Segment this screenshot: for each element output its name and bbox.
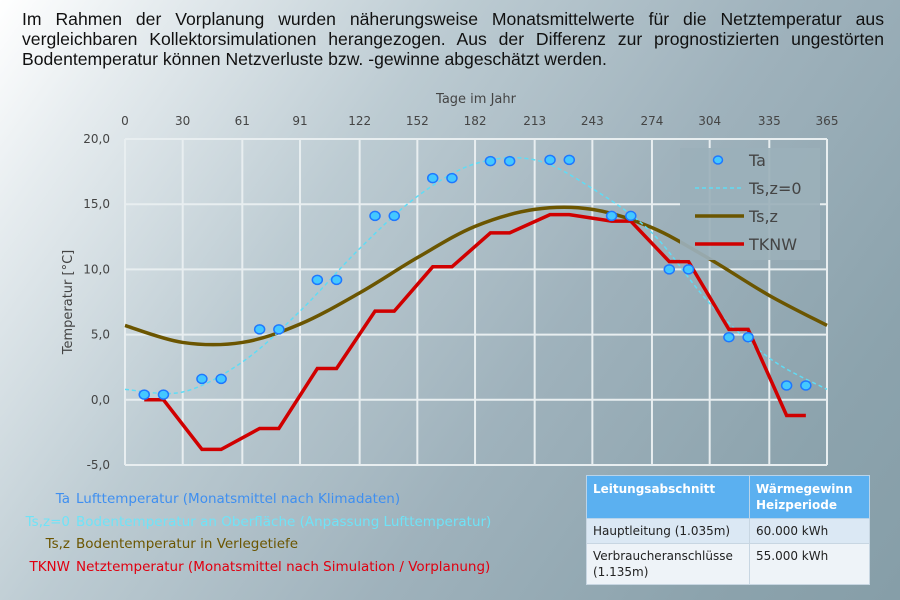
- explanation-key: Ta: [55, 491, 70, 507]
- table-row: Hauptleitung (1.035m) 60.000 kWh: [586, 518, 870, 544]
- legend-label: Ts,z=0: [748, 179, 802, 198]
- ta-data-point: [503, 155, 516, 167]
- x-tick-label: 91: [292, 114, 307, 128]
- series: [124, 154, 828, 452]
- ta-data-point: [369, 210, 381, 222]
- tknw-line: [144, 212, 806, 452]
- ta-data-point: [215, 373, 227, 385]
- cell-section: Verbraucheranschlüsse (1.135m): [586, 543, 750, 585]
- explanation-item: Ts,z Bodentemperatur in Verlegetiefe: [0, 533, 491, 556]
- y-axis-title: Temperatur [°C]: [61, 250, 76, 356]
- explanation-list: Ta Lufttemperatur (Monatsmittel nach Klim…: [0, 488, 492, 579]
- ta-data-point: [800, 380, 812, 391]
- explanation-item: TKNW Netztemperatur (Monatsmittel nach Si…: [0, 556, 491, 579]
- explanation-text: Netztemperatur (Monatsmittel nach Simula…: [76, 558, 491, 575]
- x-tick-label: 335: [758, 114, 781, 128]
- x-tick-label: 304: [698, 114, 721, 128]
- y-tick-label: 15,0: [83, 197, 110, 211]
- table-header-row: Leitungsabschnitt Wärmegewinn Heizperiod…: [586, 475, 870, 519]
- y-tick-label: 10,0: [83, 262, 110, 276]
- ta-data-point: [138, 389, 150, 400]
- ta-data-point: [663, 264, 676, 275]
- x-tick-label: 274: [641, 114, 664, 128]
- y-tick-label: -5,0: [87, 458, 110, 472]
- ta-data-point: [426, 172, 439, 184]
- ta-data-point: [273, 324, 285, 335]
- x-tick-label: 213: [523, 114, 546, 128]
- legend: Ta Ts,z=0 Ts,z TKNW: [680, 148, 820, 260]
- explanation-key: Ts,z: [45, 536, 70, 552]
- x-tick-label: 61: [235, 114, 250, 128]
- table-row: Verbraucheranschlüsse (1.135m) 55.000 kW…: [586, 543, 870, 585]
- x-tick-label: 365: [816, 114, 839, 128]
- ta-data-point: [484, 155, 497, 167]
- intro-paragraph: Im Rahmen der Vorplanung wurden näherung…: [22, 9, 884, 69]
- y-tick-label: 20,0: [83, 132, 110, 146]
- ta-data-point: [605, 210, 618, 222]
- ta-data-point: [625, 210, 637, 222]
- header-heat-gain: Wärmegewinn Heizperiode: [749, 475, 870, 519]
- explanation-item: Ts,z=0 Bodentemperatur an Oberfläche (Anp…: [0, 511, 492, 534]
- ta-data-point: [196, 373, 208, 385]
- legend-label: Ta: [748, 151, 766, 170]
- ta-data-point: [388, 210, 401, 222]
- heat-gain-table: Leitungsabschnitt Wärmegewinn Heizperiod…: [586, 475, 870, 585]
- cell-heat-gain: 55.000 kWh: [749, 543, 870, 585]
- x-tick-label: 0: [121, 114, 129, 128]
- explanation-key: Ts,z=0: [25, 513, 70, 530]
- explanation-text: Lufttemperatur (Monatsmittel nach Klimad…: [76, 491, 401, 507]
- x-tick-label: 152: [406, 114, 429, 128]
- y-tick-label: 5,0: [91, 328, 110, 342]
- header-section: Leitungsabschnitt: [586, 475, 750, 519]
- ta-data-point: [157, 389, 170, 400]
- legend-background: [680, 148, 820, 260]
- cell-heat-gain: 60.000 kWh: [749, 518, 870, 544]
- ta-data-point: [723, 331, 735, 343]
- explanation-item: Ta Lufttemperatur (Monatsmittel nach Klim…: [0, 488, 491, 511]
- ta-data-point: [311, 274, 324, 286]
- x-axis-title: Tage im Jahr: [435, 92, 517, 107]
- x-tick-label: 30: [175, 114, 190, 128]
- legend-label: TKNW: [748, 235, 797, 254]
- tick-labels: 0 30 61 91 122 152 182 213 243 274 304 335 365 -5,0 0,…: [83, 114, 838, 472]
- ta-data-point: [682, 264, 695, 275]
- y-tick-label: 0,0: [91, 393, 110, 407]
- x-tick-label: 122: [348, 114, 371, 128]
- ta-data-point: [446, 172, 458, 184]
- explanation-key: TKNW: [29, 558, 70, 575]
- legend-marker-icon: [712, 155, 724, 165]
- explanation-text: Bodentemperatur an Oberfläche (Anpassung…: [76, 513, 492, 530]
- ta-data-point: [563, 154, 576, 166]
- legend-label: Ts,z: [748, 207, 778, 226]
- ta-data-point: [780, 380, 793, 391]
- ts-z0-line: [124, 156, 828, 395]
- cell-section: Hauptleitung (1.035m): [586, 518, 750, 544]
- explanation-text: Bodentemperatur in Verlegetiefe: [76, 536, 299, 552]
- x-tick-label: 182: [464, 114, 487, 128]
- ta-data-point: [742, 331, 754, 343]
- ta-data-point: [544, 154, 556, 166]
- x-tick-label: 243: [581, 114, 604, 128]
- ta-data-point: [330, 274, 343, 286]
- ta-data-point: [253, 324, 266, 335]
